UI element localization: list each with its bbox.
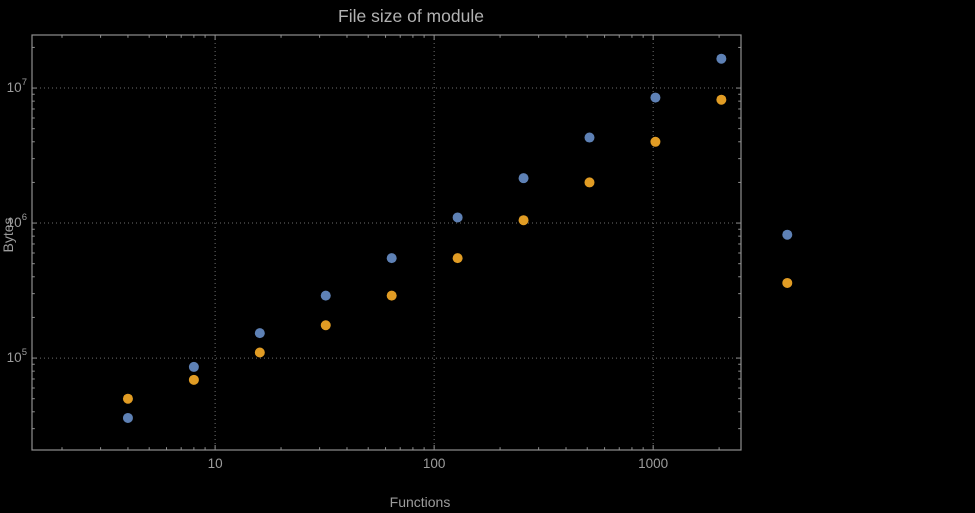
data-point-blue [518, 173, 529, 184]
data-point-orange [452, 253, 463, 264]
data-point-orange [254, 347, 265, 358]
data-point-orange [716, 94, 727, 105]
y-axis-label: Bytes [0, 217, 16, 252]
gridlines [32, 35, 741, 450]
data-point-blue [650, 92, 661, 103]
x-tick-label: 10 [208, 456, 223, 471]
x-axis-label: Functions [390, 494, 451, 510]
data-point-orange [782, 277, 793, 288]
data-point-blue [584, 132, 595, 143]
data-point-orange [650, 136, 661, 147]
plot-frame [31, 34, 742, 451]
data-point-orange [320, 320, 331, 331]
data-point-blue [188, 361, 199, 372]
data-point-blue [320, 290, 331, 301]
data-point-orange [188, 374, 199, 385]
data-point-blue [452, 212, 463, 223]
y-tick-label: 105 [7, 347, 27, 365]
data-point-blue [782, 229, 793, 240]
data-point-blue [716, 53, 727, 64]
x-tick-label: 1000 [638, 456, 668, 471]
axis-ticks [32, 35, 741, 450]
data-point-blue [254, 328, 265, 339]
data-point-orange [584, 177, 595, 188]
data-point-orange [122, 393, 133, 404]
data-points [122, 53, 793, 423]
data-point-orange [518, 215, 529, 226]
data-point-orange [386, 290, 397, 301]
x-tick-label: 100 [423, 456, 446, 471]
data-point-blue [122, 412, 133, 423]
chart-title: File size of module [338, 6, 484, 26]
y-tick-label: 107 [7, 77, 27, 95]
data-point-blue [386, 253, 397, 264]
